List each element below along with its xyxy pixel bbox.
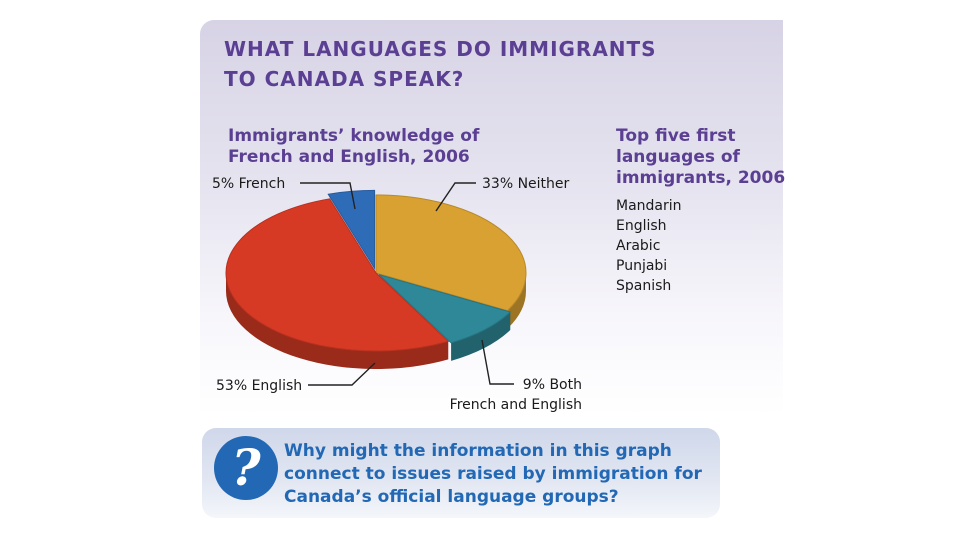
slice-label-french: 5% French xyxy=(212,176,285,192)
language-item: Punjabi xyxy=(616,258,668,274)
title-line-2: TO CANADA SPEAK? xyxy=(224,67,465,91)
top-languages-heading: Top five first languages of immigrants, … xyxy=(616,126,786,188)
top-languages-list: Mandarin English Arabic Punjabi Spanish xyxy=(616,196,682,296)
leader-line-french xyxy=(300,182,356,210)
language-item: Mandarin xyxy=(616,198,682,214)
question-box xyxy=(202,428,720,518)
pie-slice-neither xyxy=(375,194,527,312)
pie-labels: 5% French 33% Neither 9% Both French and En… xyxy=(212,176,582,413)
language-item: Spanish xyxy=(616,278,672,294)
slice-label-both: 9% Both xyxy=(523,377,582,393)
pie-slice-english xyxy=(225,198,450,352)
pie-leaders xyxy=(300,182,514,386)
slice-label-english: 53% English xyxy=(216,378,302,394)
leader-line-english xyxy=(308,362,376,386)
chart-title: Immigrants’ knowledge of French and Engl… xyxy=(228,126,480,167)
pie-side-english xyxy=(226,273,449,369)
title-line-1: WHAT LANGUAGES DO IMMIGRANTS xyxy=(224,37,657,61)
slice-label-both-line2: French and English xyxy=(450,397,582,413)
pie-side-both xyxy=(451,312,511,361)
pie-chart: 5% French 33% Neither 9% Both French and En… xyxy=(212,176,582,413)
pie-tops xyxy=(225,189,527,352)
question-mark-icon: ? xyxy=(214,436,278,500)
language-item: English xyxy=(616,218,667,234)
pie-slice-both xyxy=(378,273,512,344)
page-title: WHAT LANGUAGES DO IMMIGRANTS TO CANADA S… xyxy=(224,34,764,94)
leader-line-both xyxy=(481,339,514,385)
question-text: Why might the information in this graph … xyxy=(284,441,702,507)
language-item: Arabic xyxy=(616,238,661,254)
leader-line-neither xyxy=(435,182,476,212)
slice-label-neither: 33% Neither xyxy=(482,176,570,192)
